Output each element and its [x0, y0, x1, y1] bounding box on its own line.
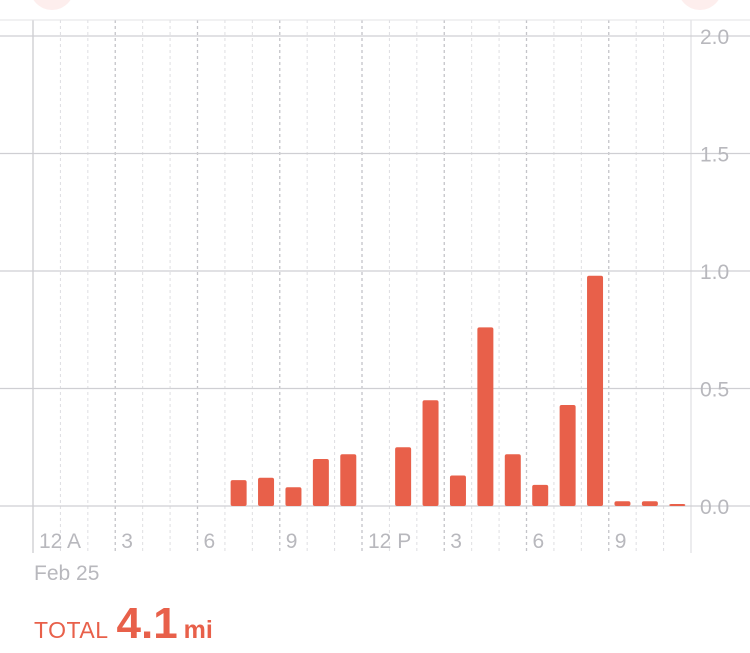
chart-bar: [449, 475, 466, 506]
chart-bar: [504, 454, 521, 506]
y-tick-label: 1.5: [700, 144, 729, 167]
chart-grid: [0, 19, 750, 553]
chart-bar: [614, 501, 631, 506]
x-tick-label: 3: [450, 530, 462, 553]
chart-bar: [532, 484, 549, 506]
x-tick-label: 9: [615, 530, 627, 553]
y-tick-labels: 2.0 1.5 1.0 0.5 0.0: [700, 26, 729, 519]
chart-bar: [477, 327, 494, 506]
total-unit: mi: [183, 616, 213, 644]
chart-bar: [395, 447, 412, 506]
chart-bar: [340, 454, 357, 506]
chart-bar: [312, 459, 329, 506]
y-tick-label: 1.0: [700, 261, 729, 284]
chart-bar: [422, 400, 439, 506]
distance-bar-chart: 2.0 1.5 1.0 0.5 0.0 12 A 3 6 9 12 P 3 6 9: [0, 19, 750, 553]
chart-bar: [559, 404, 576, 506]
y-tick-label: 0.5: [700, 379, 729, 402]
x-tick-label: 6: [204, 530, 216, 553]
chart-bar: [258, 477, 275, 506]
chart-bar: [587, 275, 604, 506]
x-tick-labels: 12 A 3 6 9 12 P 3 6 9: [39, 530, 626, 553]
top-left-decoration: [30, 0, 74, 10]
x-tick-label: 6: [533, 530, 545, 553]
chart-bar: [669, 504, 686, 506]
total-label: TOTAL: [34, 617, 109, 643]
chart-bar: [641, 501, 658, 506]
chart-bar: [230, 480, 247, 506]
chart-bar: [285, 487, 302, 506]
x-tick-label: 12 P: [368, 530, 411, 553]
chart-date: Feb 25: [34, 562, 100, 585]
total-value: 4.1: [116, 599, 178, 648]
x-tick-label: 12 A: [39, 530, 81, 553]
chart-bars: [230, 275, 686, 506]
y-tick-label: 2.0: [700, 26, 729, 49]
top-right-decoration: [678, 0, 722, 10]
total-summary: TOTAL 4.1 mi: [34, 602, 213, 646]
x-tick-label: 9: [286, 530, 298, 553]
y-tick-label: 0.0: [700, 496, 729, 519]
x-tick-label: 3: [121, 530, 133, 553]
